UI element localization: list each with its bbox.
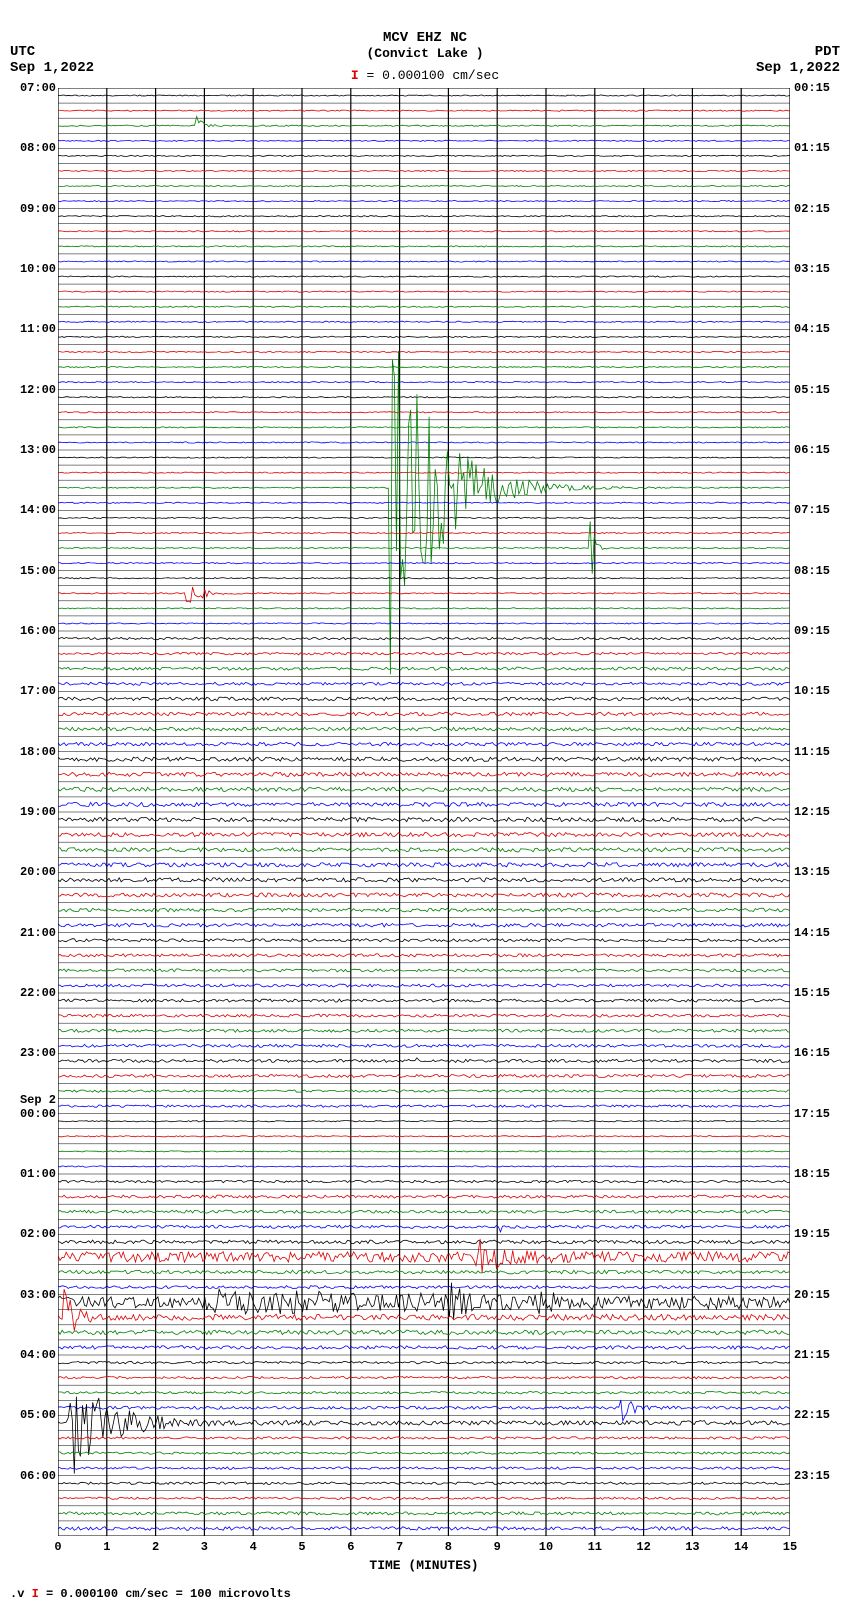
date-left-label: Sep 1,2022 [10, 60, 94, 76]
x-tick-label: 2 [152, 1540, 159, 1554]
seismogram-svg [58, 88, 790, 1536]
x-axis-label: TIME (MINUTES) [58, 1558, 790, 1573]
left-time-label: 20:00 [0, 866, 56, 878]
x-axis-ticks: 0123456789101112131415 [58, 1540, 790, 1560]
scale-text: = 0.000100 cm/sec [367, 68, 500, 83]
x-tick-label: 0 [54, 1540, 61, 1554]
scale-bar-icon: I [351, 68, 359, 83]
scale-note: I = 0.000100 cm/sec [0, 68, 850, 83]
right-time-label: 15:15 [794, 987, 850, 999]
right-time-label: 14:15 [794, 927, 850, 939]
right-time-label: 07:15 [794, 504, 850, 516]
left-time-label: 03:00 [0, 1289, 56, 1301]
right-time-label: 08:15 [794, 565, 850, 577]
right-time-label: 23:15 [794, 1470, 850, 1482]
left-time-label: 00:00 [0, 1108, 56, 1120]
left-time-label: 22:00 [0, 987, 56, 999]
x-tick-label: 11 [588, 1540, 602, 1554]
station-title: MCV EHZ NC [0, 30, 850, 46]
left-time-label: 15:00 [0, 565, 56, 577]
right-time-labels: 00:1501:1502:1503:1504:1505:1506:1507:15… [794, 88, 850, 1536]
left-time-label: 23:00 [0, 1047, 56, 1059]
left-time-label: 06:00 [0, 1470, 56, 1482]
left-time-label: 19:00 [0, 806, 56, 818]
station-subtitle: (Convict Lake ) [0, 46, 850, 61]
right-time-label: 22:15 [794, 1409, 850, 1421]
x-tick-label: 13 [685, 1540, 699, 1554]
right-time-label: 13:15 [794, 866, 850, 878]
x-tick-label: 9 [494, 1540, 501, 1554]
footer-bar-icon: I [32, 1587, 39, 1601]
x-tick-label: 10 [539, 1540, 553, 1554]
x-tick-label: 15 [783, 1540, 797, 1554]
left-time-label: 17:00 [0, 685, 56, 697]
left-time-label: 11:00 [0, 323, 56, 335]
left-time-label: 21:00 [0, 927, 56, 939]
right-time-label: 04:15 [794, 323, 850, 335]
right-time-label: 16:15 [794, 1047, 850, 1059]
right-time-label: 03:15 [794, 263, 850, 275]
left-time-label: 14:00 [0, 504, 56, 516]
right-time-label: 01:15 [794, 142, 850, 154]
right-time-label: 21:15 [794, 1349, 850, 1361]
footer-scale-note: .v I = 0.000100 cm/sec = 100 microvolts [10, 1587, 291, 1601]
left-time-label: 16:00 [0, 625, 56, 637]
x-tick-label: 12 [636, 1540, 650, 1554]
left-time-label: 05:00 [0, 1409, 56, 1421]
left-time-labels: 07:0008:0009:0010:0011:0012:0013:0014:00… [0, 88, 56, 1536]
left-time-label: 10:00 [0, 263, 56, 275]
right-time-label: 06:15 [794, 444, 850, 456]
x-tick-label: 4 [250, 1540, 257, 1554]
right-time-label: 17:15 [794, 1108, 850, 1120]
x-tick-label: 1 [103, 1540, 110, 1554]
right-time-label: 12:15 [794, 806, 850, 818]
right-time-label: 00:15 [794, 82, 850, 94]
right-time-label: 02:15 [794, 203, 850, 215]
tz-left-label: UTC [10, 44, 35, 60]
right-time-label: 20:15 [794, 1289, 850, 1301]
header-block: MCV EHZ NC (Convict Lake ) [0, 30, 850, 61]
x-tick-label: 8 [445, 1540, 452, 1554]
seismogram-plot [58, 88, 790, 1536]
left-time-label: 01:00 [0, 1168, 56, 1180]
right-time-label: 05:15 [794, 384, 850, 396]
date-right-label: Sep 1,2022 [756, 60, 840, 76]
day-break-label: Sep 2 [0, 1094, 56, 1106]
x-tick-label: 7 [396, 1540, 403, 1554]
x-tick-label: 14 [734, 1540, 748, 1554]
right-time-label: 18:15 [794, 1168, 850, 1180]
left-time-label: 07:00 [0, 82, 56, 94]
left-time-label: 12:00 [0, 384, 56, 396]
x-tick-label: 6 [347, 1540, 354, 1554]
right-time-label: 11:15 [794, 746, 850, 758]
left-time-label: 09:00 [0, 203, 56, 215]
right-time-label: 10:15 [794, 685, 850, 697]
left-time-label: 08:00 [0, 142, 56, 154]
right-time-label: 19:15 [794, 1228, 850, 1240]
left-time-label: 02:00 [0, 1228, 56, 1240]
x-tick-label: 5 [298, 1540, 305, 1554]
tz-right-label: PDT [815, 44, 840, 60]
left-time-label: 18:00 [0, 746, 56, 758]
left-time-label: 13:00 [0, 444, 56, 456]
x-tick-label: 3 [201, 1540, 208, 1554]
footer-text: = 0.000100 cm/sec = 100 microvolts [46, 1587, 291, 1601]
right-time-label: 09:15 [794, 625, 850, 637]
left-time-label: 04:00 [0, 1349, 56, 1361]
